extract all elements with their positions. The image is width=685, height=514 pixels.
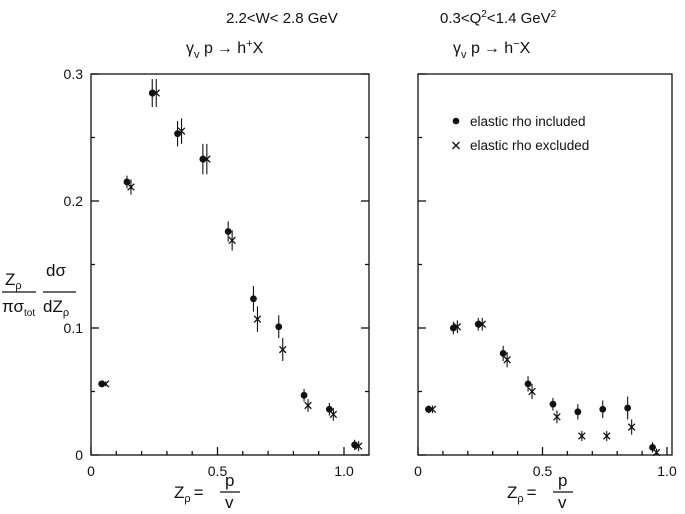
right-x-tick-label: 0.5 bbox=[533, 463, 553, 479]
right-point-excluded bbox=[528, 387, 536, 396]
right-point-included bbox=[524, 380, 532, 388]
cross-stroke bbox=[453, 322, 462, 331]
right-point-excluded bbox=[627, 423, 636, 431]
right-x-label-z: Zρ = bbox=[507, 483, 537, 505]
right-point-excluded bbox=[453, 322, 462, 331]
left-x-tick-label: 0 bbox=[87, 463, 95, 479]
left-panel: 0 0.5 1.0 0 0.1 0.2 0.3 bbox=[64, 66, 370, 479]
cross-stroke bbox=[177, 127, 186, 135]
right-point-excluded bbox=[428, 405, 437, 414]
legend-dot-marker bbox=[452, 117, 460, 125]
q2-range-label: 0.3<Q2<1.4 GeV2 bbox=[440, 9, 557, 27]
right-x-label-v: v bbox=[558, 493, 567, 512]
left-point-excluded bbox=[278, 345, 287, 354]
right-point-included bbox=[549, 400, 557, 408]
w-range-label: 2.2<W< 2.8 GeV bbox=[226, 10, 338, 27]
cross-stroke bbox=[602, 432, 611, 440]
right-point-excluded bbox=[652, 448, 661, 457]
right-point-excluded bbox=[478, 320, 487, 328]
y-label-z: Zρ bbox=[5, 270, 22, 292]
cross-stroke bbox=[304, 401, 312, 410]
cross-stroke bbox=[329, 410, 338, 419]
cross-stroke bbox=[127, 183, 135, 191]
legend-label-included: elastic rho included bbox=[470, 114, 586, 129]
y-axis-label: Zρ πσtot dσ dZρ bbox=[2, 261, 76, 319]
left-point-included bbox=[174, 130, 181, 138]
cross-stroke bbox=[553, 413, 561, 421]
left-y-tick-label: 0.1 bbox=[64, 320, 84, 336]
right-point-excluded bbox=[578, 432, 586, 440]
right-point-included bbox=[599, 405, 607, 413]
left-x-label-v: v bbox=[225, 493, 234, 512]
left-x-tick-label: 0.5 bbox=[208, 463, 228, 479]
left-process-label: γv p → h+X bbox=[186, 38, 264, 61]
right-data-marks bbox=[425, 317, 661, 457]
left-y-tick-label: 0.3 bbox=[64, 66, 84, 82]
left-point-excluded bbox=[354, 442, 363, 450]
cross-stroke bbox=[478, 320, 487, 328]
left-point-excluded bbox=[101, 380, 110, 388]
cross-stroke bbox=[228, 236, 236, 245]
cross-stroke bbox=[528, 387, 536, 396]
right-point-included bbox=[649, 443, 656, 451]
left-ticks: 0 0.5 1.0 0 0.1 0.2 0.3 bbox=[64, 66, 369, 479]
cross-stroke bbox=[278, 345, 287, 354]
right-panel: 0 0.5 1.0 elastic rho included elastic rho… bbox=[414, 73, 677, 479]
left-point-included bbox=[300, 391, 308, 399]
left-point-included bbox=[250, 295, 257, 303]
right-point-included bbox=[574, 408, 582, 416]
right-x-tick-label: 1.0 bbox=[657, 463, 677, 479]
cross-stroke bbox=[503, 355, 511, 364]
left-point-excluded bbox=[329, 410, 338, 419]
cross-stroke bbox=[253, 315, 262, 323]
right-x-tick-label: 0 bbox=[414, 463, 422, 479]
cross-stroke bbox=[627, 423, 636, 431]
left-point-excluded bbox=[152, 89, 161, 97]
cross-stroke bbox=[152, 89, 161, 97]
legend-cross-marker bbox=[452, 141, 460, 150]
left-point-included bbox=[275, 323, 283, 331]
left-x-label-p: p bbox=[225, 471, 234, 490]
right-x-label-p: p bbox=[558, 471, 567, 490]
left-point-included bbox=[123, 178, 131, 186]
y-label-pi-sigma: πσtot bbox=[2, 297, 35, 319]
cross-stroke bbox=[354, 442, 363, 450]
cross-stroke bbox=[428, 405, 437, 414]
left-x-label-z: Zρ = bbox=[174, 483, 204, 505]
legend-label-excluded: elastic rho excluded bbox=[470, 138, 589, 153]
left-data-marks bbox=[98, 79, 363, 452]
right-process-label: γv p → h−X bbox=[453, 38, 531, 61]
left-point-included bbox=[325, 405, 333, 413]
legend: elastic rho included elastic rho exclude… bbox=[452, 114, 589, 153]
right-plot-frame bbox=[417, 73, 673, 456]
right-ticks: 0 0.5 1.0 bbox=[414, 73, 677, 479]
cross-stroke bbox=[101, 380, 110, 388]
left-point-included bbox=[224, 228, 232, 235]
left-x-tick-label: 1.0 bbox=[334, 463, 354, 479]
left-point-excluded bbox=[253, 315, 262, 323]
right-point-excluded bbox=[503, 355, 511, 364]
right-point-included bbox=[624, 404, 632, 412]
cross-stroke bbox=[652, 448, 661, 457]
left-point-excluded bbox=[203, 155, 211, 163]
left-point-excluded bbox=[177, 127, 186, 135]
left-y-tick-label: 0 bbox=[75, 447, 83, 463]
y-label-dsigma: dσ bbox=[46, 261, 66, 280]
left-point-excluded bbox=[228, 236, 236, 245]
left-point-excluded bbox=[304, 401, 312, 410]
cross-stroke bbox=[578, 432, 586, 440]
right-point-excluded bbox=[553, 413, 561, 421]
left-plot-frame bbox=[90, 73, 370, 456]
right-point-excluded bbox=[602, 432, 611, 440]
left-x-axis-label: Zρ = p v bbox=[174, 471, 240, 512]
right-point-included bbox=[499, 350, 507, 357]
left-y-tick-label: 0.2 bbox=[64, 193, 84, 209]
y-label-dz: dZρ bbox=[43, 297, 69, 319]
cross-stroke bbox=[203, 155, 211, 163]
right-x-axis-label: Zρ = p v bbox=[507, 471, 573, 512]
left-point-excluded bbox=[127, 183, 135, 191]
